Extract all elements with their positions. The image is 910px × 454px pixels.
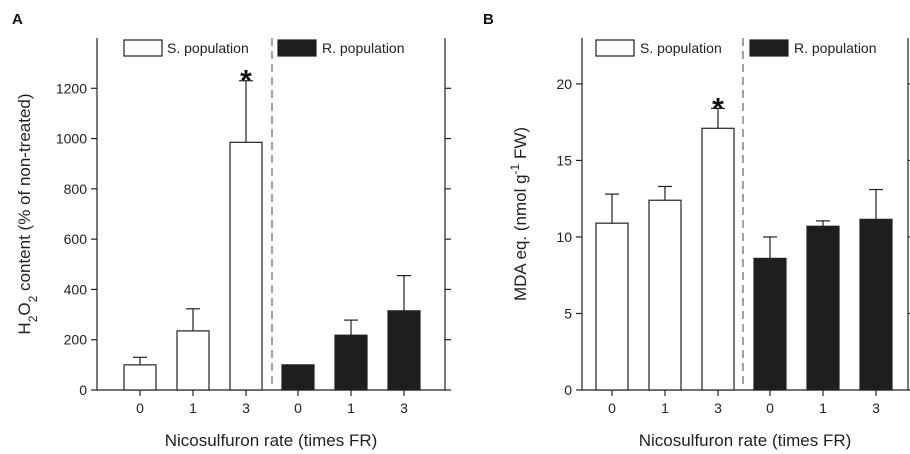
y-axis-label-part: O [15, 302, 34, 315]
panel-label: A [12, 11, 23, 28]
y-axis-label-part: FW) [511, 127, 530, 164]
panel-b: B 0 5 10 15 20 0 1 * 3 0 1 3 S. population R. populati… [483, 11, 910, 450]
bar [334, 334, 368, 391]
legend-label-s: S. population [167, 40, 249, 56]
y-axis-label-part: 2 [26, 315, 40, 322]
y-tick-label: 200 [64, 332, 88, 348]
y-axis-label-part: -1 [508, 163, 522, 174]
bar [806, 225, 840, 391]
bar [701, 127, 735, 391]
x-tick-label: 1 [189, 400, 197, 416]
bar [123, 364, 157, 391]
legend-swatch-s [595, 39, 635, 57]
x-tick-label: 1 [347, 400, 355, 416]
bar [595, 222, 629, 391]
x-tick-label: 3 [872, 400, 880, 416]
x-axis-label: Nicosulfuron rate (times FR) [165, 431, 378, 450]
y-axis-label-part: MDA eq. (nmol g [511, 174, 530, 301]
y-tick-label: 10 [556, 229, 572, 245]
x-tick-label: 0 [608, 400, 616, 416]
bar [753, 257, 787, 391]
y-tick-label: 1000 [56, 131, 87, 147]
y-axis-label: MDA eq. (nmol g-1 FW) [508, 127, 530, 301]
bar [648, 199, 682, 391]
x-tick-label: 3 [242, 400, 250, 416]
x-tick-label: 1 [661, 400, 669, 416]
y-tick-label: 20 [556, 76, 572, 92]
x-tick-label: 0 [766, 400, 774, 416]
legend-swatch-s [123, 39, 163, 57]
y-tick-label: 5 [564, 305, 572, 321]
legend-swatch-r [277, 39, 317, 57]
y-tick-label: 600 [64, 231, 88, 247]
x-tick-label: 0 [136, 400, 144, 416]
bar [229, 141, 263, 391]
significance-marker: * [240, 65, 252, 98]
x-tick-label: 0 [294, 400, 302, 416]
legend-label-r: R. population [322, 40, 405, 56]
x-tick-label: 3 [714, 400, 722, 416]
y-axis-label-part: H [15, 322, 34, 334]
y-axis-label: H2O2 content (% of non-treated) [15, 93, 40, 334]
panel-a: A 0 200 400 600 800 1000 1200 0 1 * 3 0 1 3 S. populati… [12, 11, 451, 450]
panel-label: B [483, 11, 494, 28]
significance-marker: * [712, 92, 724, 125]
x-axis-label: Nicosulfuron rate (times FR) [639, 431, 852, 450]
bar [387, 310, 421, 391]
legend-swatch-r [749, 39, 789, 57]
bar [281, 364, 315, 391]
bar [176, 330, 210, 391]
x-tick-label: 3 [400, 400, 408, 416]
x-tick-label: 1 [819, 400, 827, 416]
legend-label-s: S. population [640, 40, 722, 56]
y-tick-label: 15 [556, 152, 572, 168]
y-tick-label: 1200 [56, 80, 87, 96]
legend-label-r: R. population [794, 40, 877, 56]
y-axis-label-part: 2 [26, 295, 40, 302]
y-tick-label: 0 [79, 382, 87, 398]
y-tick-label: 0 [564, 382, 572, 398]
y-tick-label: 800 [64, 181, 88, 197]
y-tick-label: 400 [64, 281, 88, 297]
bar [859, 218, 893, 391]
y-axis-label-part: content (% of non-treated) [15, 93, 34, 295]
